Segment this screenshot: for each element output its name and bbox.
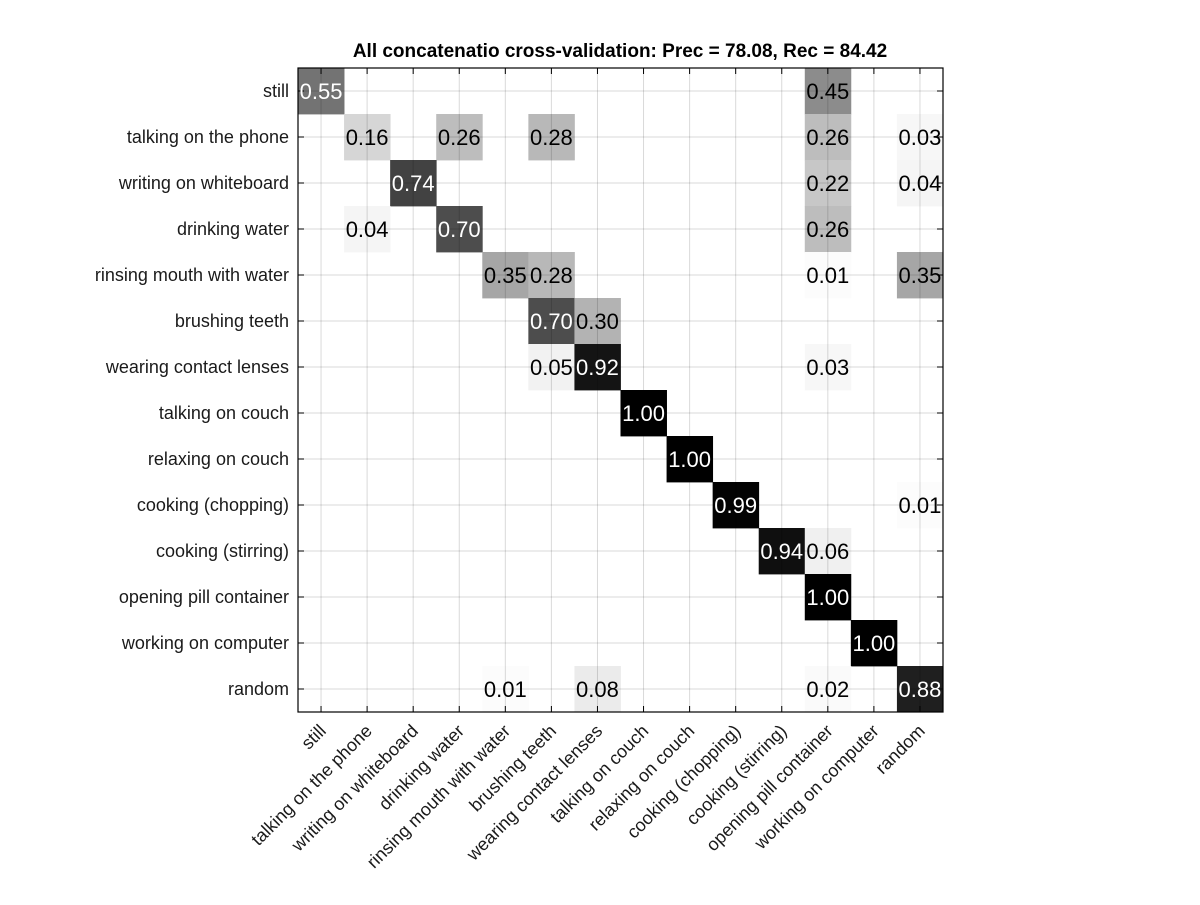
cell-value-label: 0.22 (806, 171, 849, 196)
y-tick-label: working on computer (121, 633, 289, 653)
cell-value-label: 1.00 (806, 585, 849, 610)
cell-value-label: 0.01 (484, 677, 527, 702)
heatmap-cell (344, 114, 391, 161)
heatmap-cell (482, 666, 529, 713)
cell-value-label: 0.92 (576, 355, 619, 380)
y-tick-label: cooking (stirring) (156, 541, 289, 561)
heatmap-cell (804, 344, 852, 391)
y-tick-label: rinsing mouth with water (95, 265, 289, 285)
cell-value-label: 0.26 (806, 217, 849, 242)
x-tick-label: random (871, 721, 928, 778)
cell-value-label: 0.03 (806, 355, 849, 380)
cell-value-label: 0.99 (714, 493, 757, 518)
heatmap-cell (896, 252, 944, 299)
heatmap-cell (528, 344, 575, 391)
heatmap-cell (896, 482, 944, 529)
heatmap-cell (850, 620, 898, 667)
axis-ticks (298, 68, 943, 712)
heatmap-cell (298, 68, 345, 115)
cell-value-label: 1.00 (852, 631, 895, 656)
heatmap-cell (804, 206, 852, 253)
plot-frame (297, 67, 944, 713)
x-tick-label: still (297, 721, 330, 754)
heatmap-cell (436, 114, 483, 161)
chart-title: All concatenatio cross-validation: Prec … (353, 41, 887, 62)
cell-value-label: 0.03 (899, 125, 942, 150)
y-tick-label: opening pill container (119, 587, 289, 607)
cell-value-label: 1.00 (668, 447, 711, 472)
heatmap-cell (804, 528, 852, 575)
cell-value-labels: 0.55 0.45 0.16 0.26 0.28 0.26 0.03 0.74 0.22 0.04… (300, 79, 942, 702)
heatmap-cell (390, 160, 437, 207)
y-tick-label: brushing teeth (175, 311, 289, 331)
cell-value-label: 0.26 (438, 125, 481, 150)
cell-value-label: 0.94 (760, 539, 803, 564)
heatmap-cell (896, 160, 944, 207)
heatmap-cell (804, 68, 852, 115)
cell-value-label: 0.28 (530, 263, 573, 288)
heatmap-cell (574, 344, 621, 391)
heatmap-cell (804, 252, 852, 299)
heatmap-cell (804, 160, 852, 207)
cell-value-label: 0.70 (530, 309, 573, 334)
heatmap-cell (436, 206, 483, 253)
cell-value-label: 0.16 (346, 125, 389, 150)
heatmap-cell (528, 298, 575, 345)
y-tick-label: random (228, 679, 289, 699)
y-tick-label: talking on couch (159, 403, 289, 423)
y-tick-label: cooking (chopping) (137, 495, 289, 515)
heatmap-cell (896, 666, 944, 713)
heatmap-cell (804, 114, 852, 161)
cell-value-label: 0.88 (899, 677, 942, 702)
heatmap-cell (344, 206, 391, 253)
heatmap-cell (482, 252, 529, 299)
heatmap-cell (896, 114, 944, 161)
cell-value-label: 0.45 (806, 79, 849, 104)
cell-value-label: 0.04 (346, 217, 389, 242)
y-tick-label: talking on the phone (127, 127, 289, 147)
heatmap-cell (712, 482, 760, 529)
cell-value-label: 0.35 (484, 263, 527, 288)
heatmap-cell (528, 114, 575, 161)
y-tick-label: still (263, 81, 289, 101)
y-axis-tick-labels: still talking on the phone writing on whit… (95, 81, 289, 699)
heatmap-cell (528, 252, 575, 299)
cell-value-label: 0.04 (899, 171, 942, 196)
heatmap-cell (666, 436, 714, 483)
cell-value-label: 0.06 (806, 539, 849, 564)
y-tick-label: drinking water (177, 219, 289, 239)
heatmap-cells (298, 68, 944, 713)
cell-value-label: 0.02 (806, 677, 849, 702)
cell-value-label: 0.26 (806, 125, 849, 150)
cell-value-label: 0.01 (899, 493, 942, 518)
heatmap-cell (574, 298, 621, 345)
cell-value-label: 0.01 (806, 263, 849, 288)
heatmap-cell (620, 390, 667, 437)
cell-value-label: 0.55 (300, 79, 343, 104)
y-tick-label: writing on whiteboard (118, 173, 289, 193)
heatmap-cell (574, 666, 621, 713)
cell-value-label: 0.30 (576, 309, 619, 334)
cell-value-label: 0.74 (392, 171, 435, 196)
heatmap-cell (804, 666, 852, 713)
cell-value-label: 1.00 (622, 401, 665, 426)
heatmap-cell (804, 574, 852, 621)
grid-lines (298, 68, 943, 712)
cell-value-label: 0.05 (530, 355, 573, 380)
y-tick-label: relaxing on couch (148, 449, 289, 469)
heatmap-cell (758, 528, 806, 575)
cell-value-label: 0.35 (899, 263, 942, 288)
cell-value-label: 0.28 (530, 125, 573, 150)
cell-value-label: 0.70 (438, 217, 481, 242)
cell-value-label: 0.08 (576, 677, 619, 702)
y-tick-label: wearing contact lenses (105, 357, 289, 377)
